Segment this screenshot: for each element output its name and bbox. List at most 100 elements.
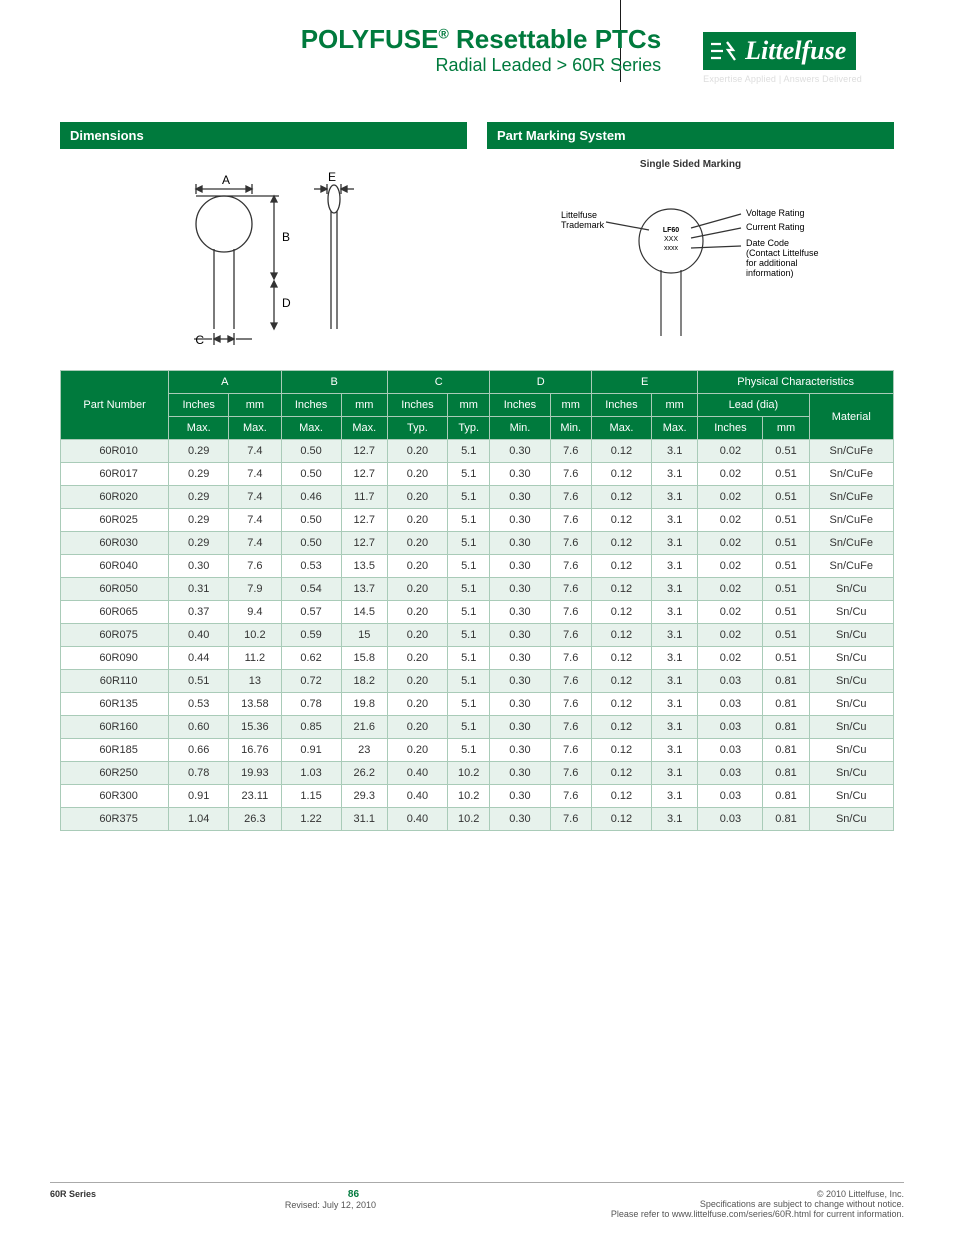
table-cell: 3.1 (652, 762, 698, 785)
table-cell: 0.81 (763, 739, 809, 762)
table-cell: 0.02 (698, 647, 763, 670)
table-cell: 0.03 (698, 785, 763, 808)
table-cell: 0.02 (698, 578, 763, 601)
table-cell: 7.6 (550, 532, 591, 555)
brand-logo: Littelfuse (703, 32, 856, 70)
marking-heading: Part Marking System (487, 122, 894, 149)
title-rest: Resettable PTCs (449, 24, 661, 54)
table-cell: 23 (341, 739, 387, 762)
table-cell: 7.9 (229, 578, 281, 601)
table-cell: 0.20 (387, 601, 447, 624)
th-phys: Physical Characteristics (698, 371, 894, 394)
table-cell: 0.37 (169, 601, 229, 624)
dim-e-label: E (327, 170, 335, 184)
table-cell: 0.78 (169, 762, 229, 785)
table-cell: 0.29 (169, 509, 229, 532)
table-cell: 3.1 (652, 440, 698, 463)
table-cell: 0.20 (387, 693, 447, 716)
table-cell: 3.1 (652, 670, 698, 693)
chip-top: LF60 (662, 227, 678, 234)
table-cell: 0.81 (763, 670, 809, 693)
table-cell: 0.30 (490, 785, 550, 808)
title-reg: ® (438, 25, 448, 41)
table-cell: 60R250 (61, 762, 169, 785)
table-cell: 3.1 (652, 624, 698, 647)
th-e-max1: Max. (591, 417, 651, 440)
table-row: 60R1600.6015.360.8521.60.205.10.307.60.1… (61, 716, 894, 739)
table-cell: Sn/CuFe (809, 486, 894, 509)
table-cell: 0.30 (490, 486, 550, 509)
table-cell: 0.03 (698, 670, 763, 693)
table-cell: 3.1 (652, 555, 698, 578)
table-cell: 3.1 (652, 486, 698, 509)
table-cell: 60R040 (61, 555, 169, 578)
table-cell: 60R020 (61, 486, 169, 509)
table-cell: 0.20 (387, 578, 447, 601)
table-cell: Sn/Cu (809, 624, 894, 647)
table-cell: 0.51 (763, 578, 809, 601)
table-cell: 0.81 (763, 762, 809, 785)
table-cell: 0.20 (387, 716, 447, 739)
table-cell: 0.53 (281, 555, 341, 578)
table-cell: 60R090 (61, 647, 169, 670)
table-cell: 7.6 (550, 601, 591, 624)
table-cell: 0.12 (591, 601, 651, 624)
table-cell: 60R135 (61, 693, 169, 716)
table-cell: 0.20 (387, 670, 447, 693)
table-cell: 0.03 (698, 808, 763, 831)
table-cell: 7.6 (550, 693, 591, 716)
th-d-min2: Min. (550, 417, 591, 440)
table-cell: 3.1 (652, 739, 698, 762)
table-cell: 0.03 (698, 716, 763, 739)
mark-r2: Current Rating (746, 222, 805, 232)
dimensions-table: Part Number A B C D E Physical Character… (60, 370, 894, 831)
dim-b-label: B (282, 230, 290, 244)
table-row: 60R0250.297.40.5012.70.205.10.307.60.123… (61, 509, 894, 532)
marking-subheading: Single Sided Marking (487, 159, 894, 170)
table-cell: 12.7 (341, 532, 387, 555)
table-cell: 0.50 (281, 440, 341, 463)
table-cell: 0.20 (387, 739, 447, 762)
th-d-in: Inches (490, 394, 550, 417)
table-cell: 5.1 (448, 440, 490, 463)
th-material: Material (809, 394, 894, 440)
table-cell: 5.1 (448, 578, 490, 601)
table-cell: 5.1 (448, 509, 490, 532)
th-ld-in: Inches (698, 417, 763, 440)
table-row: 60R0650.379.40.5714.50.205.10.307.60.123… (61, 601, 894, 624)
table-cell: Sn/Cu (809, 693, 894, 716)
table-cell: 1.03 (281, 762, 341, 785)
table-cell: 0.46 (281, 486, 341, 509)
table-cell: 0.81 (763, 716, 809, 739)
table-cell: 13.58 (229, 693, 281, 716)
table-cell: 7.6 (550, 624, 591, 647)
table-cell: 0.03 (698, 762, 763, 785)
table-cell: 60R065 (61, 601, 169, 624)
marking-diagram: LF60 XXX xxxx Littelfuse Trademark Volta… (511, 186, 871, 346)
table-cell: 12.7 (341, 463, 387, 486)
table-cell: Sn/Cu (809, 808, 894, 831)
table-cell: 7.6 (550, 739, 591, 762)
table-row: 60R0400.307.60.5313.50.205.10.307.60.123… (61, 555, 894, 578)
table-cell: 0.02 (698, 555, 763, 578)
table-cell: 0.30 (490, 693, 550, 716)
footer-series: 60R Series (50, 1189, 96, 1199)
table-cell: 10.2 (229, 624, 281, 647)
table-cell: 0.12 (591, 716, 651, 739)
th-d-min1: Min. (490, 417, 550, 440)
table-cell: 5.1 (448, 624, 490, 647)
th-part-number: Part Number (61, 371, 169, 440)
th-a-max1: Max. (169, 417, 229, 440)
th-b-mm: mm (341, 394, 387, 417)
table-cell: 0.81 (763, 808, 809, 831)
table-cell: 0.40 (387, 762, 447, 785)
th-e-in: Inches (591, 394, 651, 417)
table-cell: 0.30 (490, 463, 550, 486)
th-c-in: Inches (387, 394, 447, 417)
table-cell: Sn/Cu (809, 739, 894, 762)
table-cell: 0.50 (281, 509, 341, 532)
table-cell: 0.30 (490, 624, 550, 647)
table-cell: 0.12 (591, 486, 651, 509)
table-cell: 5.1 (448, 486, 490, 509)
table-cell: 0.30 (490, 555, 550, 578)
